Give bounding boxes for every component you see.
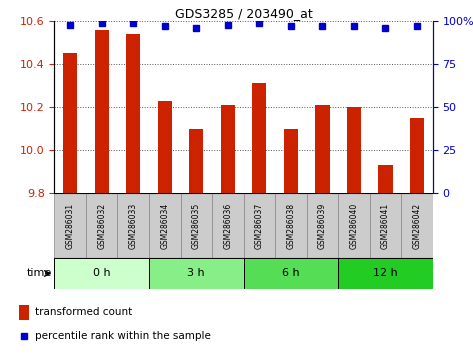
Bar: [401, 193, 433, 258]
Bar: [149, 258, 244, 289]
Bar: [284, 129, 298, 193]
Bar: [63, 53, 77, 193]
Text: GSM286039: GSM286039: [318, 202, 327, 249]
Bar: [221, 105, 235, 193]
Text: GSM286033: GSM286033: [129, 202, 138, 249]
Text: percentile rank within the sample: percentile rank within the sample: [35, 331, 211, 341]
Bar: [315, 105, 330, 193]
Bar: [181, 193, 212, 258]
Text: GSM286032: GSM286032: [97, 202, 106, 249]
Bar: [244, 258, 338, 289]
Bar: [149, 193, 181, 258]
Text: GSM286034: GSM286034: [160, 202, 169, 249]
Bar: [54, 193, 86, 258]
Text: GSM286031: GSM286031: [66, 202, 75, 249]
Bar: [95, 30, 109, 193]
Text: GSM286036: GSM286036: [223, 202, 232, 249]
Title: GDS3285 / 203490_at: GDS3285 / 203490_at: [175, 7, 313, 20]
Bar: [338, 258, 433, 289]
Bar: [117, 193, 149, 258]
Bar: [86, 193, 117, 258]
Text: GSM286042: GSM286042: [412, 202, 421, 249]
Bar: [338, 193, 370, 258]
Text: GSM286038: GSM286038: [286, 202, 296, 249]
Bar: [54, 258, 149, 289]
Text: 3 h: 3 h: [187, 268, 205, 279]
Text: GSM286035: GSM286035: [192, 202, 201, 249]
Bar: [212, 193, 244, 258]
Bar: [126, 34, 140, 193]
Text: time: time: [27, 268, 52, 279]
Bar: [378, 165, 393, 193]
Text: 12 h: 12 h: [373, 268, 398, 279]
Bar: [252, 84, 266, 193]
Text: GSM286040: GSM286040: [350, 202, 359, 249]
Bar: [347, 107, 361, 193]
Text: GSM286037: GSM286037: [255, 202, 264, 249]
Text: 0 h: 0 h: [93, 268, 111, 279]
Bar: [18, 305, 29, 320]
Text: GSM286041: GSM286041: [381, 202, 390, 249]
Bar: [244, 193, 275, 258]
Bar: [158, 101, 172, 193]
Bar: [370, 193, 401, 258]
Text: transformed count: transformed count: [35, 307, 132, 317]
Bar: [275, 193, 307, 258]
Text: 6 h: 6 h: [282, 268, 300, 279]
Bar: [410, 118, 424, 193]
Bar: [307, 193, 338, 258]
Bar: [189, 129, 203, 193]
